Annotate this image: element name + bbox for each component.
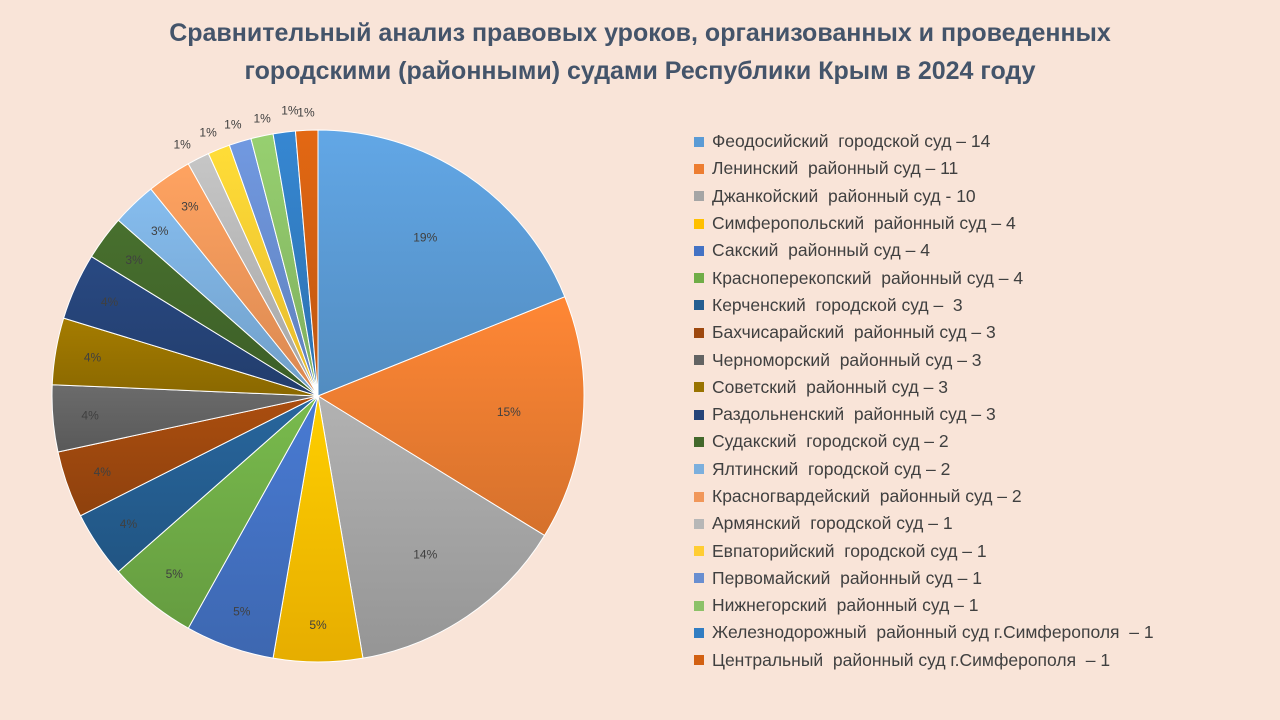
legend-label: Евпаторийский городской суд – 1 [712,540,987,561]
legend-label: Ялтинский городской суд – 2 [712,458,951,479]
pie-data-label: 3% [181,199,199,213]
legend-item: Красногвардейский районный суд – 2 [694,483,1154,510]
legend-label: Черноморский районный суд – 3 [712,349,982,370]
legend-label: Феодосийский городской суд – 14 [712,131,991,152]
pie-slice [317,129,566,397]
pie-slice [317,394,546,659]
legend-item: Центральный районный суд г.Симферополя –… [694,647,1154,674]
legend-swatch [694,600,704,611]
chart-title-line-1: Сравнительный анализ правовых уроков, ор… [169,19,1111,47]
legend-swatch [694,245,704,256]
pie-data-label: 1% [297,105,315,119]
legend-label: Первомайский районный суд – 1 [712,567,982,588]
legend-item: Красноперекопский районный суд – 4 [694,264,1154,291]
legend-label: Ленинский районный суд – 11 [712,158,959,179]
chart-title: Сравнительный анализ правовых уроков, ор… [0,14,1280,90]
pie-data-label: 4% [94,465,112,479]
legend-swatch [694,491,704,502]
legend-item: Железнодорожный районный суд г.Симферопо… [694,619,1154,646]
legend-item: Нижнегорский районный суд – 1 [694,592,1154,619]
legend-label: Красногвардейский районный суд – 2 [712,486,1022,506]
pie-data-label: 3% [151,224,169,238]
legend-swatch [694,409,704,420]
legend-swatch [694,218,704,229]
legend-label: Симферопольский районный суд – 4 [712,213,1016,234]
legend-item: Ялтинский городской суд – 2 [694,456,1154,483]
legend-label: Красноперекопский районный суд – 4 [712,267,1024,288]
pie-data-label: 4% [101,295,119,309]
legend-item: Евпаторийский городской суд – 1 [694,537,1154,564]
pie-data-label: 4% [84,350,102,364]
legend-swatch [694,355,704,366]
legend-item: Черноморский районный суд – 3 [694,346,1154,373]
pie-data-label: 5% [233,605,251,619]
pie-data-label: 1% [173,137,191,151]
legend-swatch [694,382,704,393]
legend-swatch [694,518,704,529]
legend-item: Судакский городской суд – 2 [694,428,1154,455]
legend-item: Советский районный суд – 3 [694,374,1154,401]
pie-data-label: 15% [497,405,521,419]
legend-swatch [694,627,704,638]
pie-data-label: 1% [199,125,217,139]
legend-item: Джанкойский районный суд - 10 [694,183,1154,210]
legend-swatch [694,273,704,284]
pie-data-label: 14% [413,548,437,562]
pie-data-label: 4% [81,408,99,422]
legend-swatch [694,436,704,447]
pie-data-label: 1% [253,111,271,125]
pie-data-label: 5% [166,567,184,581]
legend-swatch [694,327,704,338]
chart-title-line-2: городскими (районными) судами Республики… [244,57,1036,85]
pie-chart: 19%15%14%5%5%5%4%4%4%4%4%3%3%3%1%1%1% 1%1… [51,103,585,663]
legend-label: Бахчисарайский районный суд – 3 [712,322,996,343]
legend-swatch [694,546,704,557]
chart-legend: Феодосийский городской суд – 14 Ленинский… [694,128,1154,674]
legend-label: Джанкойский районный суд - 10 [712,185,976,206]
legend-swatch [694,655,704,666]
legend-label: Керченский городской суд – 3 [712,294,963,315]
legend-item: Раздольненский районный суд – 3 [694,401,1154,428]
legend-item: Бахчисарайский районный суд – 3 [694,319,1154,346]
pie-data-label: 5% [309,618,327,632]
pie-slice [294,129,319,397]
legend-swatch [694,163,704,174]
legend-label: Нижнегорский районный суд – 1 [712,595,979,616]
legend-label: Советский районный суд – 3 [712,376,948,397]
legend-item: Ленинский районный суд – 11 [694,155,1154,182]
legend-label: Железнодорожный районный суд г.Симферопо… [712,622,1154,643]
legend-label: Сакский районный суд – 4 [712,240,930,261]
legend-swatch [694,464,704,475]
pie-data-label: 1% [224,117,242,131]
legend-item: Керченский городской суд – 3 [694,292,1154,319]
legend-item: Симферопольский районный суд – 4 [694,210,1154,237]
pie-slice [316,296,585,537]
legend-label: Судакский городской суд – 2 [712,431,949,452]
legend-label: Армянский городской суд – 1 [712,513,953,534]
legend-swatch [694,191,704,202]
legend-swatch [694,136,704,147]
legend-label: Раздольненский районный суд – 3 [712,404,996,425]
legend-item: Армянский городской суд – 1 [694,510,1154,537]
pie-data-label: 3% [125,253,143,267]
legend-item: Сакский районный суд – 4 [694,237,1154,264]
pie-data-label: 4% [120,517,138,531]
pie-data-label: 1% [281,103,299,117]
legend-item: Первомайский районный суд – 1 [694,565,1154,592]
legend-item: Феодосийский городской суд – 14 [694,128,1154,155]
legend-swatch [694,300,704,311]
legend-label: Центральный районный суд г.Симферополя –… [712,649,1111,670]
legend-swatch [694,573,704,584]
pie-data-label: 19% [413,230,437,244]
